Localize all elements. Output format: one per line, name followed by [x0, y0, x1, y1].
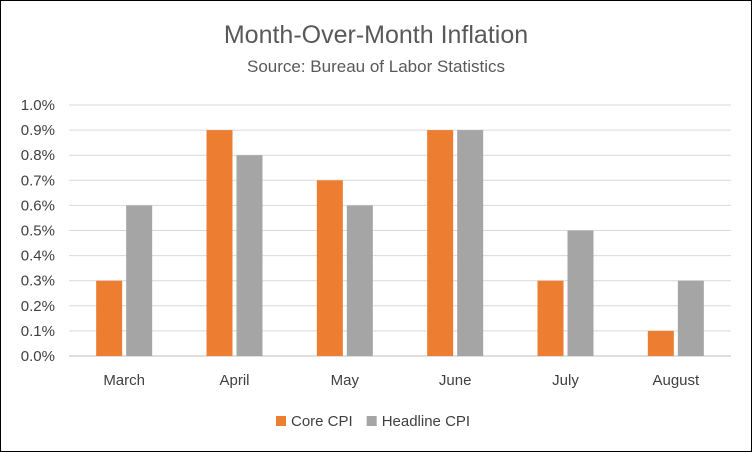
bar-headline-cpi-march: [126, 205, 152, 356]
bar-core-cpi-august: [648, 331, 674, 356]
x-category-label: April: [219, 372, 249, 389]
bar-headline-cpi-april: [237, 155, 263, 356]
legend-swatch: [276, 416, 286, 426]
x-category-label: March: [103, 372, 145, 389]
bar-chart: 0.0% 0.1% 0.2% 0.3% 0.4% 0.5% 0.6% 0.7% 0.8% 0.9%…: [1, 1, 751, 451]
y-tick-label: 0.1%: [21, 323, 55, 340]
x-category-label: May: [331, 372, 360, 389]
bar-core-cpi-may: [317, 180, 343, 356]
x-axis-categories: March April May June July August: [103, 372, 700, 389]
bars: [96, 130, 704, 356]
bar-core-cpi-march: [96, 281, 122, 356]
y-tick-label: 0.6%: [21, 197, 55, 214]
bar-headline-cpi-august: [678, 281, 704, 356]
bar-core-cpi-july: [538, 281, 564, 356]
bar-core-cpi-april: [207, 130, 233, 356]
y-tick-label: 1.0%: [21, 97, 55, 114]
legend-label: Core CPI: [291, 413, 353, 430]
legend-label: Headline CPI: [382, 413, 470, 430]
y-tick-label: 0.4%: [21, 248, 55, 265]
bar-headline-cpi-june: [457, 130, 483, 356]
y-axis-ticks: 0.0% 0.1% 0.2% 0.3% 0.4% 0.5% 0.6% 0.7% 0.8% 0.9%…: [21, 97, 55, 365]
gridlines: [69, 105, 731, 356]
legend-swatch: [367, 416, 377, 426]
y-tick-label: 0.0%: [21, 348, 55, 365]
x-category-label: August: [652, 372, 700, 389]
legend: Core CPI Headline CPI: [276, 413, 470, 430]
bar-headline-cpi-july: [568, 231, 594, 357]
x-category-label: June: [439, 372, 472, 389]
bar-core-cpi-june: [427, 130, 453, 356]
y-tick-label: 0.7%: [21, 172, 55, 189]
y-tick-label: 0.2%: [21, 298, 55, 315]
y-tick-label: 0.3%: [21, 273, 55, 290]
y-tick-label: 0.9%: [21, 122, 55, 139]
y-tick-label: 0.8%: [21, 147, 55, 164]
x-category-label: July: [552, 372, 579, 389]
chart-frame: Month-Over-Month Inflation Source: Burea…: [0, 0, 752, 452]
y-tick-label: 0.5%: [21, 223, 55, 240]
bar-headline-cpi-may: [347, 205, 373, 356]
